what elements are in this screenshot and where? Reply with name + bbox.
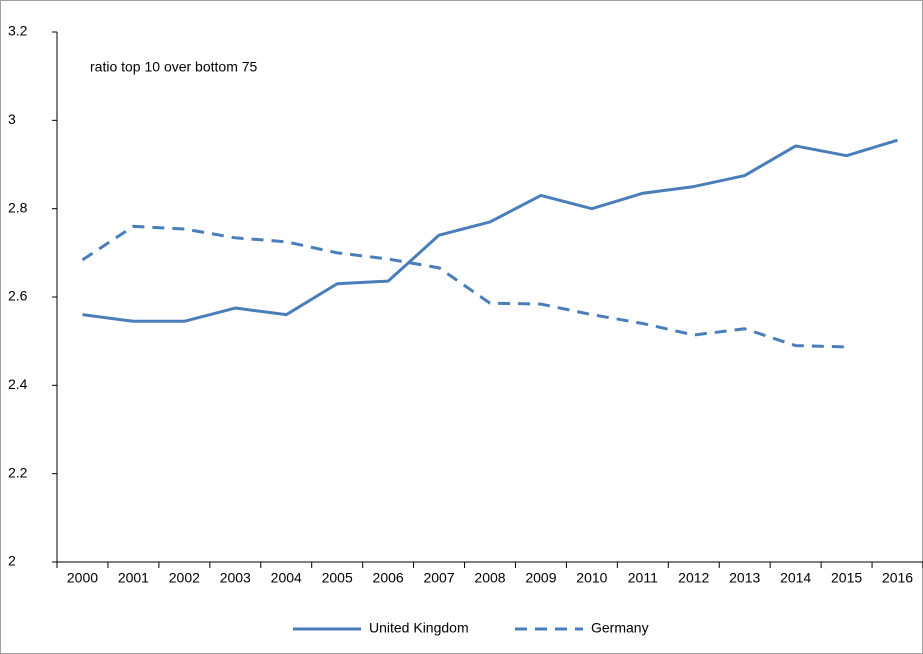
y-tick-label: 2.8 (8, 199, 28, 215)
y-tick-label: 2.6 (8, 288, 28, 304)
x-tick-label: 2007 (423, 570, 454, 586)
x-tick-label: 2009 (525, 570, 556, 586)
x-tick-label: 2005 (322, 570, 353, 586)
y-tick-label: 2.2 (8, 464, 28, 480)
y-tick-label: 2 (8, 553, 16, 569)
x-tick-label: 2015 (831, 570, 862, 586)
series-line (81, 224, 847, 349)
x-tick-label: 2011 (628, 570, 658, 586)
annotation: ratio top 10 over bottom 75 (90, 59, 258, 75)
x-tick-label: 2008 (474, 570, 505, 586)
x-tick-label: 2016 (882, 570, 913, 586)
x-tick-label: 2000 (67, 570, 98, 586)
x-tick-label: 2006 (373, 570, 404, 586)
y-tick-label: 2.4 (8, 376, 28, 392)
x-tick-label: 2004 (271, 570, 302, 586)
x-tick-label: 2001 (118, 570, 149, 586)
legend-label: United Kingdom (369, 620, 469, 636)
x-tick-label: 2010 (576, 570, 607, 586)
series-line (82, 138, 898, 323)
x-tick-label: 2014 (780, 570, 811, 586)
x-tick-label: 2003 (220, 570, 251, 586)
x-tick-label: 2013 (729, 570, 760, 586)
x-tick-label: 2012 (678, 570, 709, 586)
legend-label: Germany (591, 620, 649, 636)
y-tick-label: 3 (8, 111, 16, 127)
x-tick-label: 2002 (169, 570, 200, 586)
y-tick-label: 3.2 (8, 23, 28, 39)
